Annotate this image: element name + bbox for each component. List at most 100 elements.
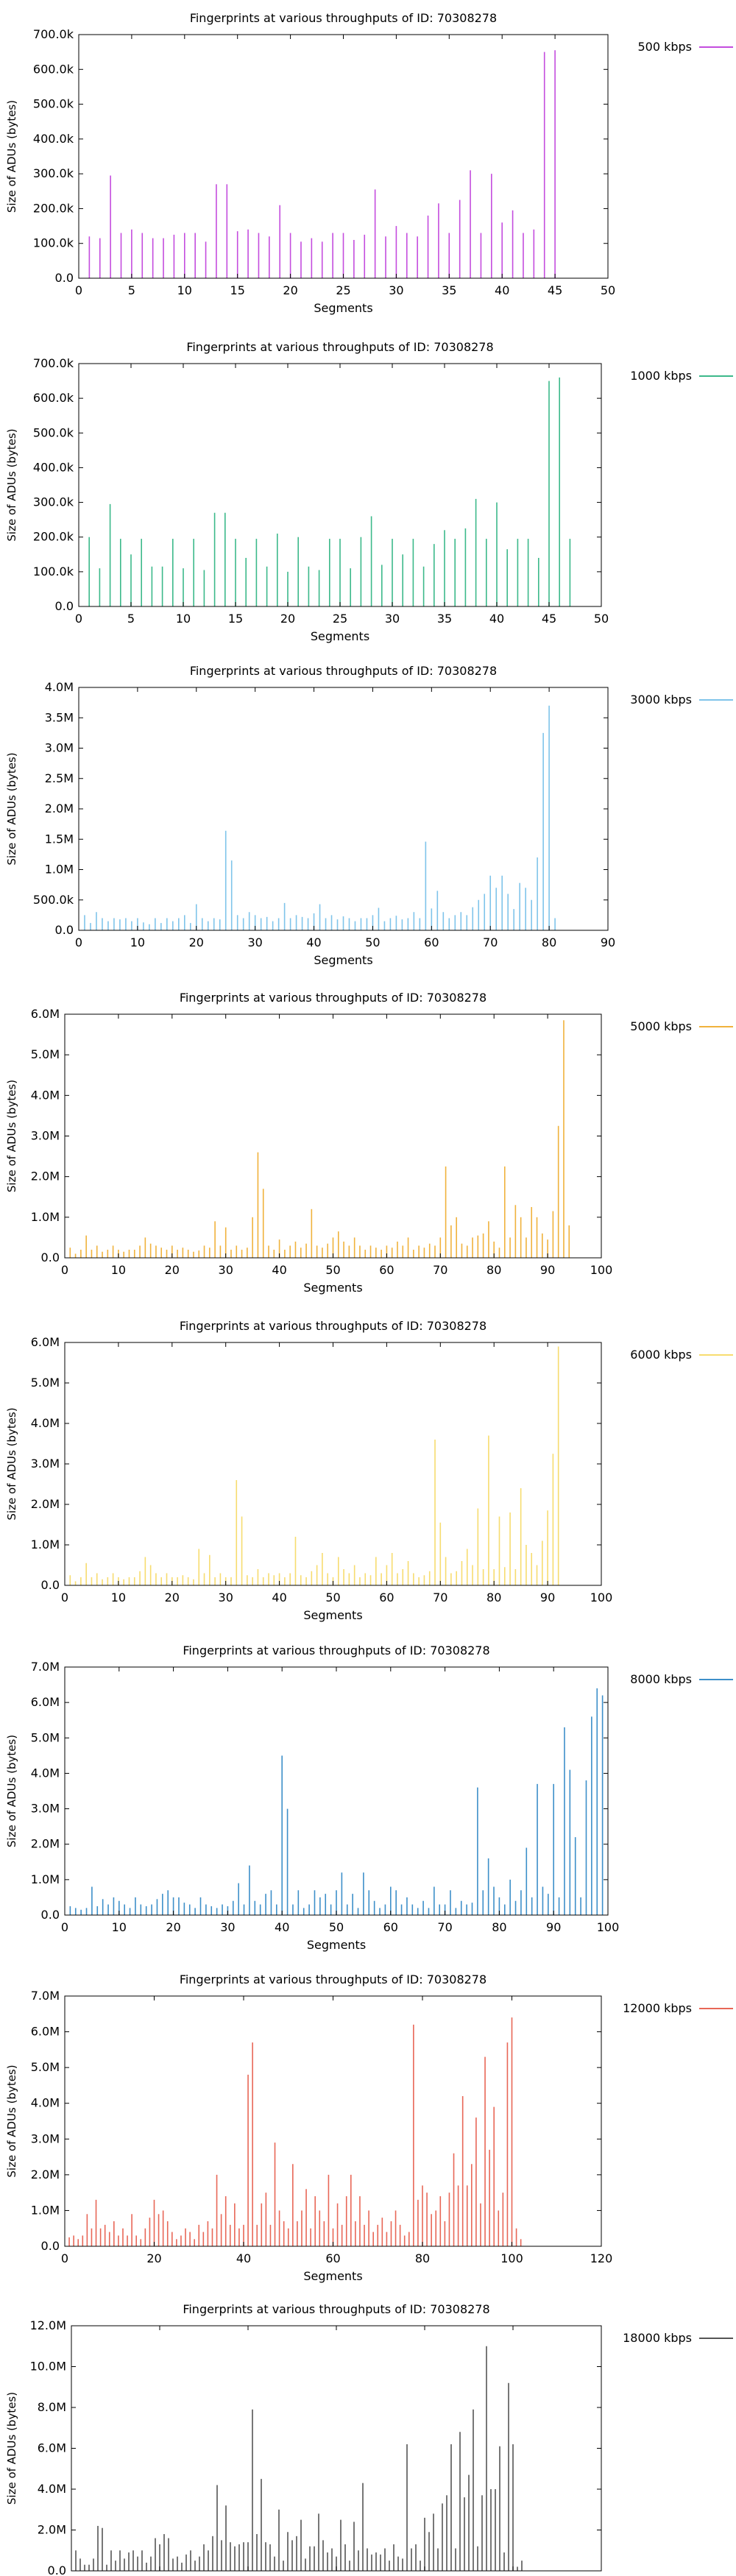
y-tick-label: 500.0k bbox=[33, 425, 74, 439]
x-tick-label: 90 bbox=[540, 1590, 555, 1604]
y-tick-label: 1.0M bbox=[31, 2203, 60, 2217]
y-tick-label: 700.0k bbox=[33, 356, 74, 370]
x-tick-label: 10 bbox=[177, 283, 192, 297]
x-tick-label: 25 bbox=[333, 612, 347, 626]
y-tick-label: 4.0M bbox=[45, 680, 74, 694]
x-tick-label: 40 bbox=[272, 1590, 286, 1604]
y-tick-label: 2.0M bbox=[45, 802, 74, 815]
x-axis-label: Segments bbox=[303, 1281, 362, 1295]
legend-label: 8000 kbps bbox=[630, 1672, 692, 1686]
y-tick-label: 4.0M bbox=[38, 2482, 66, 2496]
y-tick-label: 0.0 bbox=[41, 1250, 60, 1264]
x-tick-label: 60 bbox=[383, 1920, 398, 1934]
y-tick-label: 2.0M bbox=[31, 2168, 60, 2182]
x-tick-label: 80 bbox=[486, 1263, 501, 1277]
x-tick-label: 60 bbox=[379, 1263, 394, 1277]
chart-title: Fingerprints at various throughputs of I… bbox=[180, 991, 486, 1005]
x-tick-label: 10 bbox=[111, 1590, 126, 1604]
y-tick-label: 5.0M bbox=[31, 1047, 60, 1061]
y-tick-label: 3.0M bbox=[31, 1457, 60, 1471]
x-tick-label: 25 bbox=[336, 283, 350, 297]
y-tick-label: 1.5M bbox=[45, 832, 74, 846]
x-tick-label: 5 bbox=[127, 612, 135, 626]
chart-title: Fingerprints at various throughputs of I… bbox=[180, 1972, 486, 1986]
x-axis-label: Segments bbox=[307, 1938, 366, 1952]
legend-label: 5000 kbps bbox=[630, 1019, 692, 1033]
chart-panel: Fingerprints at various throughputs of I… bbox=[5, 1643, 733, 1952]
y-tick-label: 300.0k bbox=[33, 166, 74, 180]
y-tick-label: 200.0k bbox=[33, 201, 74, 215]
x-tick-label: 100 bbox=[597, 1920, 620, 1934]
y-tick-label: 0.0 bbox=[55, 923, 74, 937]
y-tick-label: 1.0M bbox=[31, 1210, 60, 1224]
y-tick-label: 6.0M bbox=[31, 1335, 60, 1349]
y-tick-label: 0.0 bbox=[41, 1578, 60, 1592]
y-axis-label: Size of ADUs (bytes) bbox=[5, 428, 18, 541]
x-tick-label: 40 bbox=[306, 935, 321, 949]
chart-panel: Fingerprints at various throughputs of I… bbox=[5, 11, 733, 315]
y-tick-label: 3.0M bbox=[31, 1129, 60, 1143]
y-axis-label: Size of ADUs (bytes) bbox=[5, 100, 18, 213]
legend-label: 500 kbps bbox=[637, 40, 692, 54]
y-tick-label: 0.0 bbox=[48, 2563, 66, 2576]
x-tick-label: 10 bbox=[130, 935, 145, 949]
y-tick-label: 600.0k bbox=[33, 391, 74, 405]
chart-title: Fingerprints at various throughputs of I… bbox=[190, 11, 497, 25]
x-tick-label: 30 bbox=[385, 612, 400, 626]
x-tick-label: 0 bbox=[75, 935, 82, 949]
y-axis-label: Size of ADUs (bytes) bbox=[5, 752, 18, 865]
legend-label: 1000 kbps bbox=[630, 369, 692, 383]
x-tick-label: 0 bbox=[75, 612, 82, 626]
y-tick-label: 2.0M bbox=[38, 2523, 66, 2537]
legend-label: 3000 kbps bbox=[630, 693, 692, 707]
y-tick-label: 1.0M bbox=[31, 1872, 60, 1886]
legend-label: 18000 kbps bbox=[623, 2331, 692, 2345]
y-tick-label: 500.0k bbox=[33, 97, 74, 111]
y-tick-label: 3.5M bbox=[45, 710, 74, 724]
x-tick-label: 10 bbox=[111, 1263, 126, 1277]
y-axis-label: Size of ADUs (bytes) bbox=[5, 1735, 18, 1847]
x-tick-label: 40 bbox=[489, 612, 504, 626]
x-axis-label: Segments bbox=[303, 1608, 362, 1622]
x-tick-label: 70 bbox=[433, 1590, 447, 1604]
x-tick-label: 20 bbox=[280, 612, 295, 626]
x-tick-label: 40 bbox=[272, 1263, 286, 1277]
y-tick-label: 2.0M bbox=[31, 1837, 60, 1851]
y-axis-label: Size of ADUs (bytes) bbox=[5, 1080, 18, 1192]
x-axis-label: Segments bbox=[303, 2269, 362, 2283]
y-tick-label: 5.0M bbox=[31, 1730, 60, 1744]
chart-title: Fingerprints at various throughputs of I… bbox=[186, 340, 493, 354]
y-tick-label: 300.0k bbox=[33, 495, 74, 509]
plot-frame bbox=[71, 2325, 602, 2572]
x-tick-label: 60 bbox=[424, 935, 439, 949]
chart-title: Fingerprints at various throughputs of I… bbox=[180, 1319, 486, 1333]
x-tick-label: 20 bbox=[283, 283, 297, 297]
x-tick-label: 0 bbox=[75, 283, 82, 297]
chart-panel: Fingerprints at various throughputs of I… bbox=[5, 2302, 733, 2576]
chart-panel: Fingerprints at various throughputs of I… bbox=[5, 340, 733, 643]
x-tick-label: 30 bbox=[220, 1920, 235, 1934]
y-axis-label: Size of ADUs (bytes) bbox=[5, 2064, 18, 2177]
legend-label: 6000 kbps bbox=[630, 1348, 692, 1362]
x-tick-label: 35 bbox=[437, 612, 452, 626]
chart-panel: Fingerprints at various throughputs of I… bbox=[5, 991, 733, 1295]
y-tick-label: 3.0M bbox=[31, 1802, 60, 1816]
x-tick-label: 70 bbox=[483, 935, 498, 949]
x-tick-label: 90 bbox=[601, 935, 615, 949]
x-tick-label: 30 bbox=[219, 1590, 233, 1604]
y-tick-label: 6.0M bbox=[31, 1007, 60, 1021]
y-tick-label: 0.0 bbox=[41, 2239, 60, 2253]
x-tick-label: 0 bbox=[61, 1263, 68, 1277]
y-tick-label: 100.0k bbox=[33, 565, 74, 578]
x-tick-label: 20 bbox=[166, 1920, 180, 1934]
x-tick-label: 60 bbox=[325, 2251, 340, 2265]
x-tick-label: 100 bbox=[590, 1263, 613, 1277]
y-tick-label: 400.0k bbox=[33, 460, 74, 474]
x-tick-label: 80 bbox=[415, 2251, 430, 2265]
y-tick-label: 2.5M bbox=[45, 771, 74, 785]
y-tick-label: 7.0M bbox=[31, 1660, 60, 1674]
x-tick-label: 35 bbox=[442, 283, 456, 297]
y-tick-label: 10.0M bbox=[30, 2360, 66, 2374]
x-tick-label: 80 bbox=[486, 1590, 501, 1604]
